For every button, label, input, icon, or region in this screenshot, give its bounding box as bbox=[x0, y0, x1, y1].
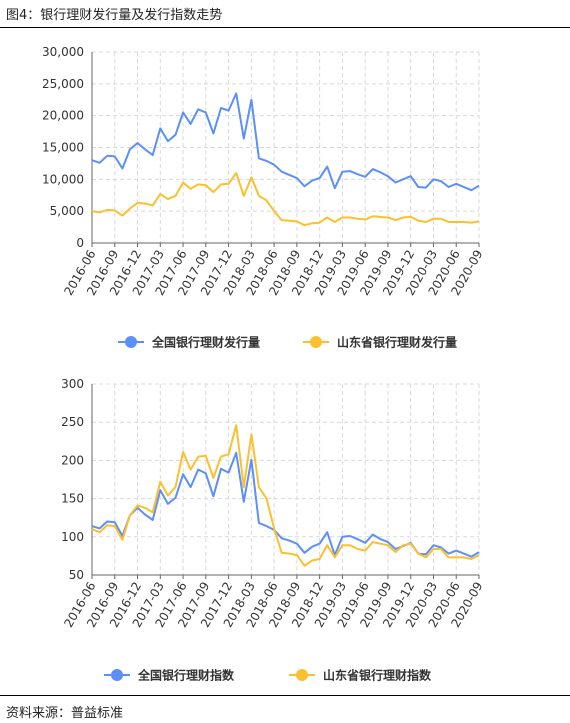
legend-marker bbox=[125, 336, 137, 348]
legend-marker bbox=[310, 336, 322, 348]
legend-marker bbox=[111, 669, 123, 681]
series-line-national bbox=[91, 92, 480, 192]
legend-label: 全国银行理财指数 bbox=[137, 668, 235, 683]
legend-item-shandong[interactable]: 山东省银行理财发行量 bbox=[303, 335, 457, 350]
y-tick-label: 30,000 bbox=[42, 45, 84, 59]
legend-label: 全国银行理财发行量 bbox=[151, 335, 260, 350]
y-tick-label: 150 bbox=[61, 492, 84, 506]
legend-label: 山东省银行理财指数 bbox=[323, 668, 432, 683]
figure-title: 图4：银行理财发行量及发行指数走势 bbox=[6, 8, 223, 23]
legend-marker bbox=[296, 669, 308, 681]
y-tick-label: 20,000 bbox=[42, 109, 84, 123]
y-tick-label: 0 bbox=[76, 236, 84, 250]
legend-item-shandong[interactable]: 山东省银行理财指数 bbox=[289, 668, 432, 683]
series-line-national bbox=[91, 451, 480, 558]
bottom-divider bbox=[0, 695, 570, 696]
legend-item-national[interactable]: 全国银行理财发行量 bbox=[118, 335, 260, 350]
legend-item-national[interactable]: 全国银行理财指数 bbox=[104, 668, 235, 683]
series-line-shandong bbox=[91, 172, 480, 227]
issuance-volume-chart: 05,00010,00015,00020,00025,00030,0002016… bbox=[42, 45, 486, 350]
top-divider bbox=[0, 27, 570, 28]
y-tick-label: 25,000 bbox=[42, 77, 84, 91]
y-tick-label: 250 bbox=[61, 415, 84, 429]
y-tick-label: 10,000 bbox=[42, 172, 84, 186]
series-line-shandong bbox=[91, 424, 480, 567]
y-tick-label: 100 bbox=[61, 530, 84, 544]
source-note: 资料来源：普益标准 bbox=[6, 706, 124, 721]
y-tick-label: 5,000 bbox=[50, 204, 84, 218]
issuance-index-chart: 501001502002503002016-062016-092016-1220… bbox=[61, 377, 486, 683]
y-tick-label: 15,000 bbox=[42, 141, 84, 155]
y-tick-label: 300 bbox=[61, 377, 84, 391]
y-tick-label: 50 bbox=[69, 568, 84, 582]
y-tick-label: 200 bbox=[61, 453, 84, 467]
legend-label: 山东省银行理财发行量 bbox=[337, 335, 457, 350]
